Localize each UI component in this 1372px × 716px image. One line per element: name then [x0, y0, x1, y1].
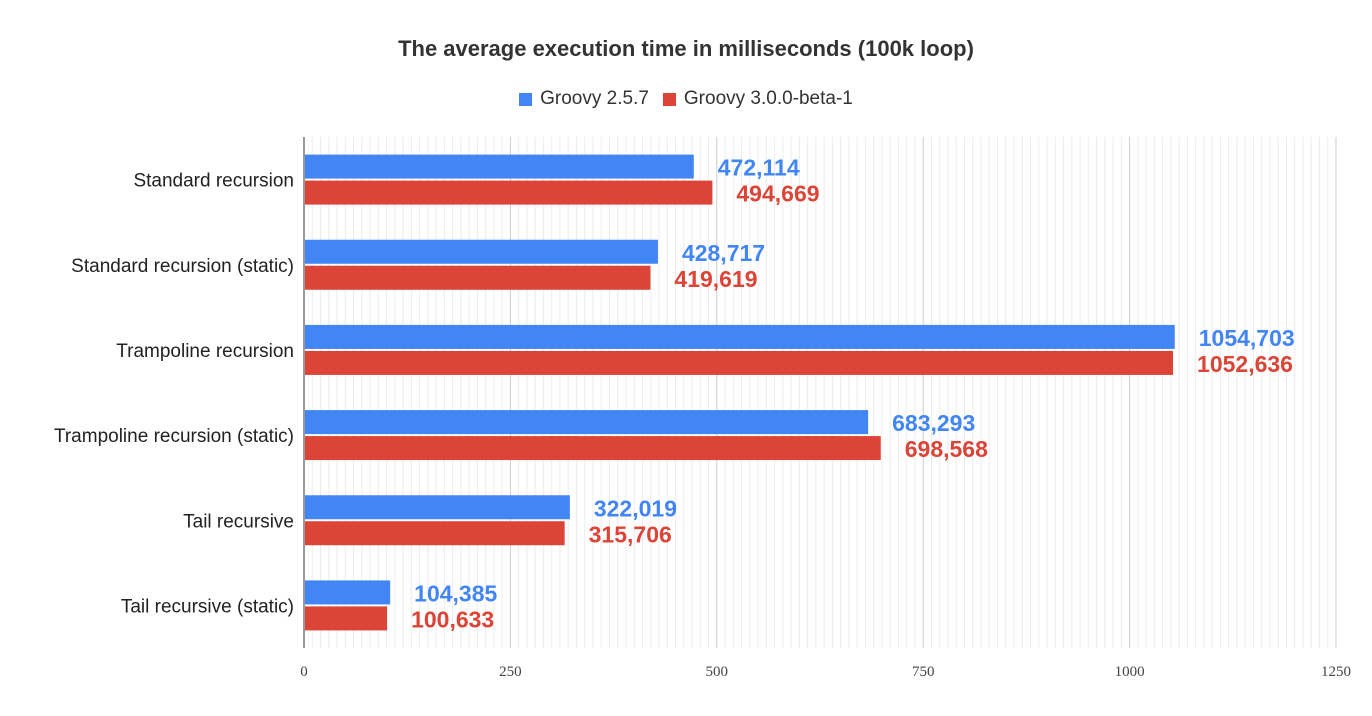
category-label: Tail recursive (static): [121, 596, 294, 617]
data-label: 472,114: [718, 155, 800, 181]
x-tick-label: 1250: [1321, 664, 1351, 680]
bar[interactable]: [305, 350, 1174, 375]
legend-swatch-series-2: [662, 92, 676, 106]
labels: 0 250 500 750 1000 1250 Standard recursion 472,…: [54, 155, 1351, 680]
bar[interactable]: [305, 154, 694, 179]
bar[interactable]: [305, 180, 713, 205]
category-label: Standard recursion (static): [71, 256, 294, 277]
x-tick-label: 750: [912, 664, 935, 680]
data-label: 1052,636: [1197, 351, 1293, 377]
bar[interactable]: [305, 239, 658, 264]
x-tick-label: 1000: [1115, 664, 1145, 680]
category-label: Trampoline recursion: [116, 341, 294, 362]
bar[interactable]: [305, 410, 869, 435]
gridlines: [303, 137, 1337, 648]
legend-label-series-2: Groovy 3.0.0-beta-1: [683, 88, 853, 109]
legend-item-series-1[interactable]: Groovy 2.5.7: [519, 88, 649, 110]
bar[interactable]: [305, 606, 388, 631]
data-label: 428,717: [682, 240, 765, 266]
category-label: Standard recursion: [133, 171, 294, 192]
data-label: 1054,703: [1199, 325, 1295, 351]
bars: [305, 154, 1175, 631]
data-label: 698,568: [905, 436, 988, 462]
category-label: Trampoline recursion (static): [54, 426, 294, 447]
data-label: 683,293: [892, 410, 975, 436]
bar[interactable]: [305, 580, 391, 605]
bar[interactable]: [305, 495, 570, 520]
legend-swatch-series-1: [519, 92, 533, 106]
bar[interactable]: [305, 436, 881, 461]
legend: Groovy 2.5.7 Groovy 3.0.0-beta-1: [0, 88, 1372, 110]
data-label: 104,385: [414, 580, 497, 606]
data-label: 419,619: [674, 266, 757, 292]
x-tick-label: 500: [706, 664, 729, 680]
bar[interactable]: [305, 521, 565, 546]
bar[interactable]: [305, 324, 1175, 349]
data-label: 100,633: [411, 606, 494, 632]
data-label: 322,019: [594, 495, 677, 521]
x-tick-label: 0: [300, 664, 308, 680]
chart-title: The average execution time in millisecon…: [398, 36, 974, 61]
x-tick-label: 250: [499, 664, 522, 680]
category-label: Tail recursive: [183, 511, 294, 532]
data-label: 494,669: [736, 181, 819, 207]
data-label: 315,706: [589, 521, 672, 547]
legend-label-series-1: Groovy 2.5.7: [540, 88, 649, 109]
bar[interactable]: [305, 265, 651, 290]
legend-item-series-2[interactable]: Groovy 3.0.0-beta-1: [662, 88, 853, 110]
